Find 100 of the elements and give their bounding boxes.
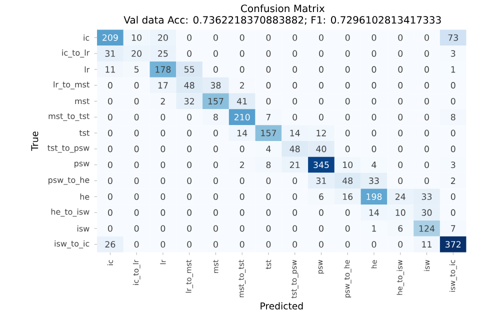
- data-label: 6: [319, 193, 324, 200]
- data-label: 0: [292, 98, 298, 104]
- data-label: 8: [450, 114, 456, 120]
- data-label: 0: [345, 98, 350, 104]
- data-label: 0: [187, 161, 192, 168]
- data-label: 0: [266, 240, 271, 248]
- data-label: 157: [261, 130, 276, 136]
- data-label: 0: [187, 34, 192, 41]
- data-label: 2: [451, 177, 456, 184]
- data-label: 0: [319, 34, 324, 41]
- data-label: 11: [106, 66, 115, 72]
- data-label: 0: [292, 225, 298, 232]
- data-label: 0: [214, 177, 218, 184]
- data-label: 0: [424, 66, 429, 73]
- data-label: 48: [184, 82, 194, 88]
- data-label: 0: [134, 82, 139, 88]
- data-label: 0: [319, 240, 324, 248]
- data-label: 30: [422, 209, 432, 216]
- data-label: 0: [398, 146, 403, 152]
- data-label: 0: [372, 146, 376, 152]
- data-label: 0: [424, 98, 429, 104]
- data-label: 2: [240, 161, 244, 168]
- data-label: 6: [398, 225, 403, 232]
- data-label: 7: [451, 225, 456, 232]
- data-label: 0: [319, 209, 324, 216]
- data-label: 0: [240, 240, 244, 248]
- data-label: 0: [108, 209, 112, 216]
- data-label: 0: [266, 177, 271, 184]
- data-label: 0: [214, 34, 218, 41]
- data-label: 38: [210, 82, 221, 88]
- data-label: 1: [372, 225, 376, 232]
- data-label: 0: [160, 177, 166, 184]
- y-tick-label: he_to_isw: [51, 208, 90, 216]
- data-label: 1: [451, 66, 456, 72]
- data-label: 0: [160, 209, 166, 216]
- y-tick-label: psw: [74, 162, 90, 168]
- data-label: 0: [134, 177, 139, 184]
- data-label: 0: [160, 130, 166, 136]
- data-label: 0: [372, 50, 376, 57]
- data-label: 0: [214, 240, 218, 248]
- data-label: 0: [108, 130, 112, 136]
- y-tick-label: psw_to_he: [48, 176, 90, 185]
- y-tick-label: mst: [75, 98, 90, 104]
- data-label: 0: [266, 209, 271, 216]
- data-label: 55: [184, 66, 194, 72]
- data-label: 10: [343, 161, 353, 168]
- data-label: 2: [240, 82, 244, 88]
- data-label: 0: [240, 177, 244, 184]
- data-label: 0: [345, 225, 350, 232]
- data-label: 73: [448, 34, 458, 41]
- data-label: 210: [234, 114, 250, 120]
- data-label: 0: [266, 34, 271, 41]
- data-label: 0: [108, 114, 112, 120]
- data-label: 26: [105, 240, 116, 248]
- data-label: 0: [319, 98, 324, 104]
- data-label: 41: [237, 98, 247, 104]
- data-label: 0: [134, 225, 139, 232]
- data-label: 2: [160, 98, 165, 104]
- data-label: 48: [290, 146, 300, 152]
- data-label: 0: [214, 225, 218, 232]
- data-label: 0: [214, 50, 218, 57]
- data-label: 32: [184, 98, 194, 104]
- data-label: 0: [187, 177, 192, 184]
- x-axis-title: Predicted: [260, 302, 303, 310]
- data-label: 0: [134, 146, 139, 152]
- data-label: 0: [450, 193, 456, 200]
- data-label: 0: [398, 240, 403, 248]
- data-label: 0: [160, 114, 166, 120]
- data-label: 0: [292, 82, 298, 88]
- data-label: 0: [266, 66, 271, 73]
- data-label: 0: [450, 82, 456, 88]
- data-label: 0: [450, 146, 456, 152]
- data-label: 8: [214, 114, 218, 120]
- data-label: 0: [319, 114, 324, 120]
- data-label: 0: [372, 66, 376, 73]
- data-label: 3: [451, 50, 456, 57]
- data-label: 10: [132, 34, 142, 41]
- data-label: 372: [446, 240, 461, 248]
- data-label: 0: [345, 82, 350, 88]
- data-label: 0: [108, 98, 112, 104]
- data-label: 0: [292, 193, 298, 200]
- data-label: 12: [316, 130, 326, 136]
- data-label: 0: [108, 146, 112, 152]
- data-label: 0: [398, 50, 403, 57]
- data-label: 0: [134, 114, 139, 120]
- data-label: 0: [187, 225, 192, 232]
- data-label: 0: [319, 225, 324, 232]
- data-label: 0: [345, 34, 350, 41]
- data-label: 0: [292, 50, 298, 57]
- data-label: 0: [240, 66, 244, 73]
- data-label: 14: [290, 130, 300, 136]
- data-label: 33: [422, 193, 432, 200]
- y-tick-label: lr_to_mst: [54, 81, 90, 90]
- data-label: 0: [108, 82, 112, 88]
- y-tick-label: ic_to_lr: [62, 49, 90, 58]
- data-label: 0: [424, 50, 429, 57]
- data-label: 0: [160, 161, 166, 168]
- data-label: 0: [424, 114, 429, 120]
- data-label: 0: [214, 146, 218, 152]
- data-label: 0: [240, 34, 244, 41]
